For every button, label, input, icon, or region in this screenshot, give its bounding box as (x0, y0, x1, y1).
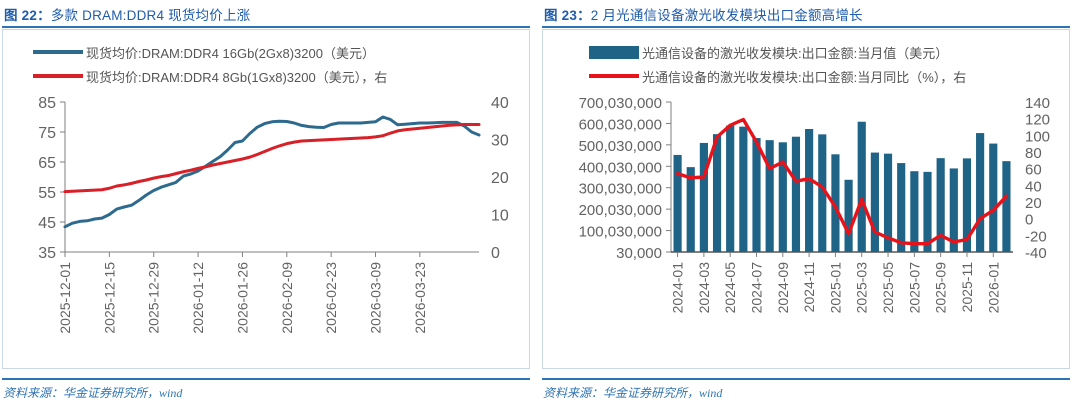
svg-text:2026-02-09: 2026-02-09 (279, 262, 295, 334)
figure-23-plot-area: 30,000 100,030,000 200,030,000 300,030,000 4… (543, 94, 1071, 313)
legend-item-export-value: 光通信设备的激光收发模块:出口金额:当月值（美元） (543, 40, 1069, 64)
svg-text:100,030,000: 100,030,000 (579, 224, 662, 241)
svg-text:80: 80 (1025, 145, 1042, 162)
svg-text:2024-11: 2024-11 (801, 262, 817, 313)
svg-text:140: 140 (1025, 95, 1050, 112)
legend-label-export-yoy: 光通信设备的激光收发模块:出口金额:当月同比（%），右 (642, 69, 967, 85)
svg-text:2024-07: 2024-07 (749, 262, 765, 314)
svg-text:2026-03-09: 2026-03-09 (368, 262, 384, 334)
svg-text:2026-03-23: 2026-03-23 (412, 262, 428, 334)
svg-text:2024-05: 2024-05 (722, 262, 738, 314)
figure-22-plot-area: 35 45 55 65 75 85 0 10 20 30 40 2025-12-01 2025-12-1… (3, 94, 531, 334)
svg-text:2025-03: 2025-03 (854, 262, 870, 314)
svg-text:-20: -20 (1025, 228, 1047, 245)
legend-label-ddr4-8gb: 现货均价:DRAM:DDR4 8Gb(1Gx8)3200（美元），右 (86, 69, 388, 85)
legend-line-swatch-red (589, 74, 639, 78)
svg-text:2025-09: 2025-09 (933, 262, 949, 314)
figure-22-title-rule (2, 26, 530, 28)
svg-text:2024-09: 2024-09 (775, 262, 791, 314)
figure-22-footer-rule (2, 378, 530, 380)
figure-panel-23: 图 23：2 月光通信设备激光收发模块出口金额高增长 光通信设备的激光收发模块:… (540, 0, 1080, 404)
figure-23-chart-frame: 光通信设备的激光收发模块:出口金额:当月值（美元） 光通信设备的激光收发模块:出… (542, 29, 1070, 369)
svg-text:0: 0 (1025, 212, 1033, 229)
svg-text:2025-12-15: 2025-12-15 (101, 262, 117, 334)
svg-text:10: 10 (491, 208, 509, 225)
legend-item-export-yoy: 光通信设备的激光收发模块:出口金额:当月同比（%），右 (543, 64, 1069, 88)
figure-23-legend: 光通信设备的激光收发模块:出口金额:当月值（美元） 光通信设备的激光收发模块:出… (543, 40, 1069, 88)
svg-text:-40: -40 (1025, 245, 1047, 262)
figure-22-svg: 35 45 55 65 75 85 0 10 20 30 40 2025-12-01 2025-12-1… (38, 95, 509, 334)
svg-text:60: 60 (1025, 162, 1042, 179)
figure-22-source: 资料来源：华金证券研究所，wind (3, 386, 183, 400)
svg-text:300,030,000: 300,030,000 (579, 181, 662, 198)
legend-item-ddr4-8gb: 现货均价:DRAM:DDR4 8Gb(1Gx8)3200（美元），右 (3, 64, 529, 88)
svg-text:2025-05: 2025-05 (880, 262, 896, 314)
legend-label-ddr4-16gb: 现货均价:DRAM:DDR4 16Gb(2Gx8)3200（美元） (86, 45, 375, 61)
svg-text:2025-12-29: 2025-12-29 (146, 262, 162, 334)
svg-text:35: 35 (38, 245, 56, 262)
svg-text:120: 120 (1025, 112, 1050, 129)
svg-text:100: 100 (1025, 128, 1050, 145)
svg-text:400,030,000: 400,030,000 (579, 159, 662, 176)
figure-23-svg: 30,000 100,030,000 200,030,000 300,030,000 4… (579, 95, 1050, 314)
svg-text:2024-03: 2024-03 (696, 262, 712, 314)
svg-text:0: 0 (491, 245, 500, 262)
figure-22-chart-frame: 现货均价:DRAM:DDR4 16Gb(2Gx8)3200（美元） 现货均价:D… (2, 29, 530, 369)
svg-text:40: 40 (1025, 178, 1042, 195)
figure-23-title: 图 23：2 月光通信设备激光收发模块出口金额高增长 (544, 4, 863, 24)
figure-23-footer-rule (542, 378, 1070, 380)
svg-text:2026-01: 2026-01 (985, 262, 1001, 314)
svg-text:700,030,000: 700,030,000 (579, 95, 662, 112)
figure-23-number: 图 23： (544, 8, 591, 23)
figure-22-title: 图 22：多款 DRAM:DDR4 现货均价上涨 (4, 4, 250, 24)
svg-text:2025-12-01: 2025-12-01 (57, 262, 73, 334)
svg-text:2025-07: 2025-07 (906, 262, 922, 314)
figure-22-legend: 现货均价:DRAM:DDR4 16Gb(2Gx8)3200（美元） 现货均价:D… (3, 40, 529, 88)
figure-23-title-rule (542, 26, 1070, 28)
svg-text:500,030,000: 500,030,000 (579, 138, 662, 155)
svg-text:75: 75 (38, 125, 56, 142)
svg-text:2026-01-26: 2026-01-26 (234, 262, 250, 334)
svg-text:2024-01: 2024-01 (670, 262, 686, 314)
figure-22-number: 图 22： (4, 8, 51, 23)
legend-box-swatch-blue (589, 45, 639, 59)
svg-text:200,030,000: 200,030,000 (579, 202, 662, 219)
svg-text:40: 40 (491, 95, 509, 112)
svg-text:65: 65 (38, 155, 56, 172)
svg-text:2026-01-12: 2026-01-12 (190, 262, 206, 334)
svg-text:600,030,000: 600,030,000 (579, 116, 662, 133)
figure-22-title-text: 多款 DRAM:DDR4 现货均价上涨 (50, 8, 251, 23)
legend-label-export-value: 光通信设备的激光收发模块:出口金额:当月值（美元） (642, 45, 949, 61)
legend-line-swatch-blue (33, 50, 83, 54)
figure-23-source: 资料来源：华金证券研究所，wind (543, 386, 723, 400)
svg-text:30: 30 (491, 133, 509, 150)
svg-text:2025-11: 2025-11 (959, 262, 975, 313)
figure-panel-22: 图 22：多款 DRAM:DDR4 现货均价上涨 现货均价:DRAM:DDR4 … (2, 4, 530, 400)
svg-text:2025-01: 2025-01 (827, 262, 843, 314)
legend-line-swatch-red (33, 74, 83, 78)
svg-text:55: 55 (38, 185, 56, 202)
svg-text:2026-02-23: 2026-02-23 (323, 262, 339, 334)
svg-text:45: 45 (38, 215, 56, 232)
svg-text:20: 20 (1025, 195, 1042, 212)
legend-item-ddr4-16gb: 现货均价:DRAM:DDR4 16Gb(2Gx8)3200（美元） (3, 40, 529, 64)
svg-text:20: 20 (491, 170, 509, 187)
svg-text:30,000: 30,000 (616, 245, 662, 262)
svg-text:85: 85 (38, 95, 56, 112)
figure-23-title-text: 2 月光通信设备激光收发模块出口金额高增长 (590, 8, 863, 23)
